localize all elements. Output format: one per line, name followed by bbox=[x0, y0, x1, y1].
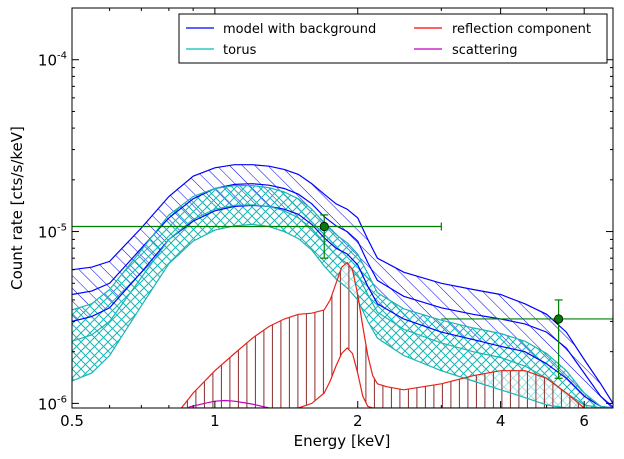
data-marker bbox=[554, 314, 564, 324]
x-tick-label: 6 bbox=[579, 412, 589, 430]
legend-label-model: model with background bbox=[223, 22, 376, 37]
x-tick-label: 1 bbox=[210, 412, 220, 430]
model-lower-line bbox=[72, 204, 613, 408]
torus-upper-line bbox=[72, 185, 613, 408]
reflection-band bbox=[181, 262, 585, 408]
data-marker bbox=[319, 221, 329, 232]
x-tick-label: 0.5 bbox=[60, 412, 84, 430]
y-tick-label: 10-6 bbox=[38, 394, 67, 413]
model-band bbox=[72, 164, 613, 408]
x-axis-label: Energy [keV] bbox=[294, 432, 391, 450]
plot-frame bbox=[71, 7, 614, 409]
y-tick-label: 10-5 bbox=[38, 223, 67, 242]
reflection-hatch bbox=[186, 264, 579, 408]
legend-label-torus: torus bbox=[223, 43, 257, 58]
data-point-1 bbox=[72, 214, 442, 259]
scattering-line bbox=[188, 399, 270, 408]
y-axis-label: Count rate [cts/s/keV] bbox=[8, 126, 26, 290]
data-point-2 bbox=[441, 299, 613, 379]
torus-lower-line bbox=[72, 223, 613, 408]
reflection-upper-line bbox=[180, 261, 585, 408]
legend-label-reflection: reflection component bbox=[452, 22, 591, 37]
legend-label-scattering: scattering bbox=[452, 43, 518, 58]
model-line bbox=[72, 183, 613, 408]
x-tick-label: 2 bbox=[353, 412, 363, 430]
y-tick-label: 10-4 bbox=[38, 51, 67, 70]
x-tick-label: 4 bbox=[496, 412, 506, 430]
model-upper-line bbox=[72, 164, 613, 404]
legend: model with background reflection compone… bbox=[178, 13, 608, 64]
reflection-line bbox=[181, 347, 585, 408]
legend-frame bbox=[178, 13, 608, 64]
